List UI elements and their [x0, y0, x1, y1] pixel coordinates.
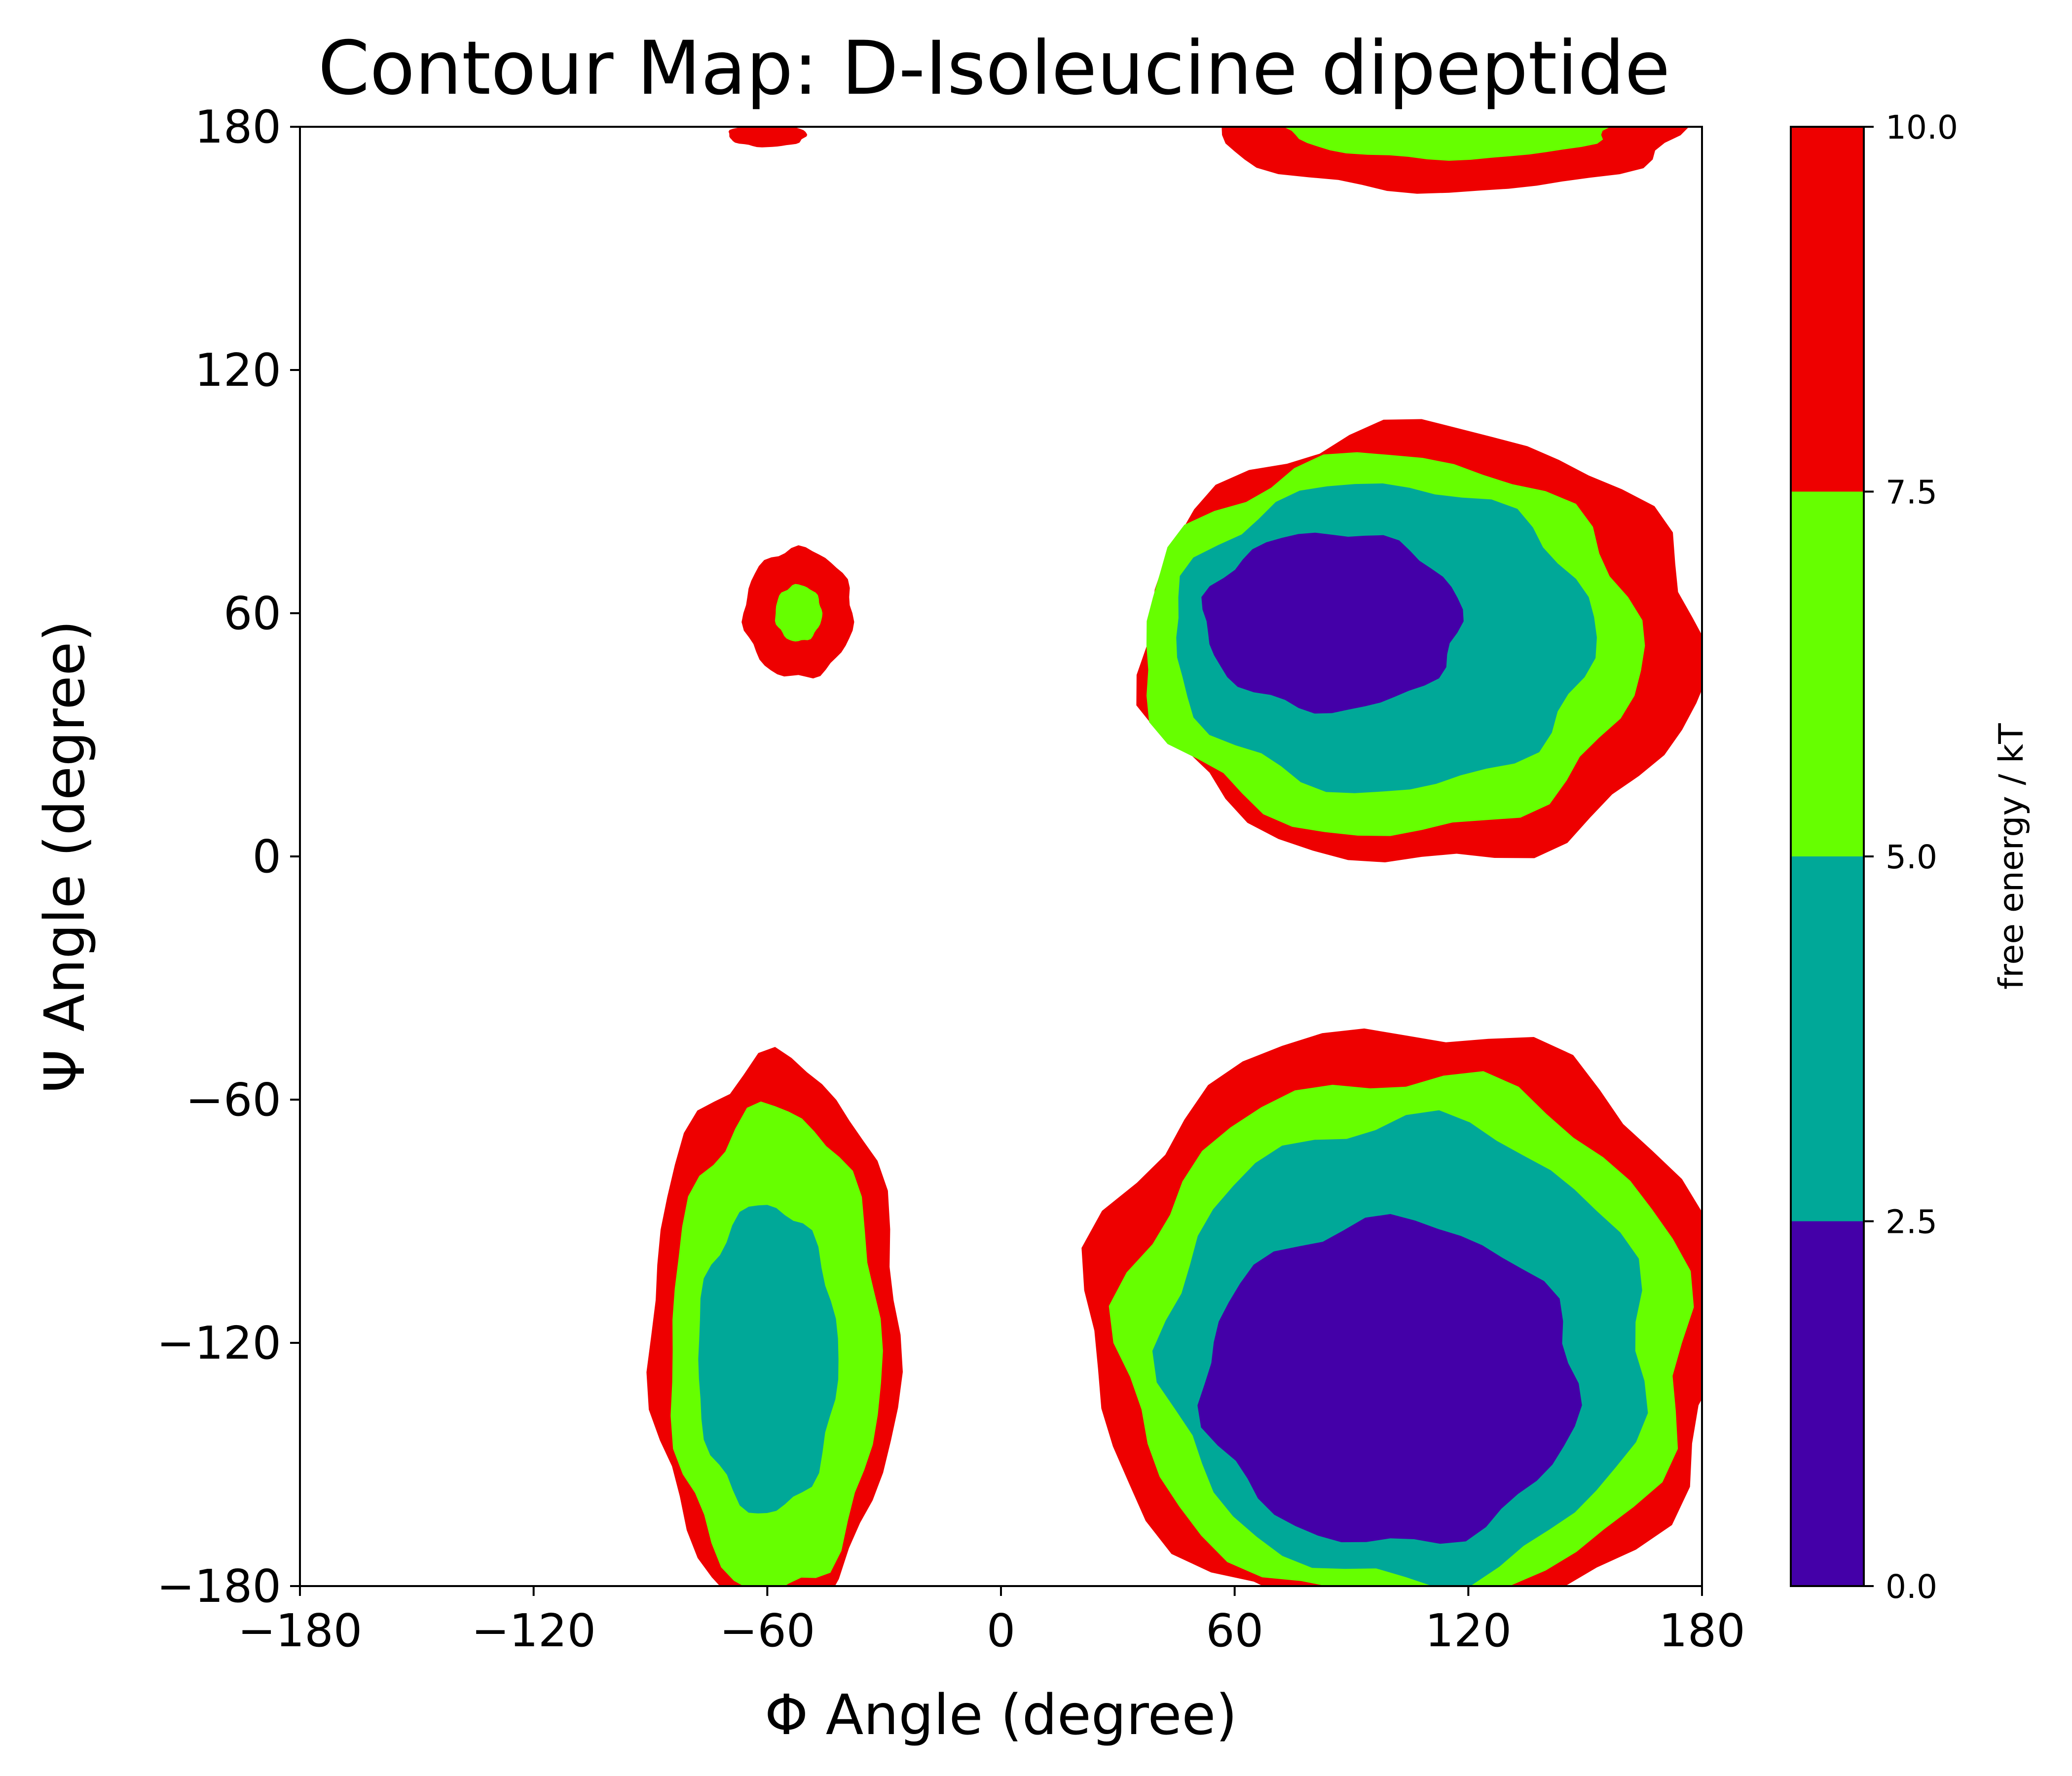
- specks-top-left: [728, 127, 808, 148]
- x-tick-label: −60: [719, 1604, 815, 1657]
- basin-upper-right-band-3: [1201, 532, 1464, 714]
- y-tick-label: −120: [156, 1317, 281, 1369]
- x-axis-label: Φ Angle (degree): [765, 1683, 1237, 1747]
- colorbar-segment: [1791, 491, 1864, 856]
- colorbar-segment: [1791, 127, 1864, 492]
- chart-title: Contour Map: D-Isoleucine dipeptide: [318, 26, 1670, 111]
- basin-upper-right: [1136, 419, 1702, 862]
- x-tick-label: 60: [1206, 1604, 1263, 1657]
- basin-top-right-band-1: [1283, 127, 1611, 161]
- colorbar-tick-label: 7.5: [1886, 474, 1937, 512]
- colorbar-segment: [1791, 856, 1864, 1221]
- basin-lower-middle-band-2: [698, 1205, 839, 1514]
- y-axis-label: Ψ Angle (degree): [33, 620, 97, 1093]
- colorbar-tick-label: 5.0: [1886, 838, 1937, 876]
- x-tick-label: 0: [987, 1604, 1016, 1657]
- x-tick-label: 120: [1425, 1604, 1512, 1657]
- y-tick-label: 60: [223, 587, 281, 640]
- colorbar-label: free energy / kT: [1992, 723, 2031, 990]
- colorbar: 0.0 2.5 5.0 7.5 10.0: [1790, 109, 1958, 1606]
- y-tick-label: 120: [194, 344, 281, 397]
- basin-top-right: [1221, 127, 1689, 194]
- colorbar-tick-label: 2.5: [1886, 1203, 1937, 1241]
- y-axis: −180 −120 −60 0 60 120 180: [156, 101, 300, 1613]
- contour-regions: [646, 127, 1702, 1586]
- y-tick-label: 0: [252, 830, 281, 883]
- x-tick-label: −120: [471, 1604, 596, 1657]
- y-tick-label: −180: [156, 1560, 281, 1613]
- y-tick-label: 180: [194, 101, 281, 153]
- basin-lower-right-band-3: [1197, 1214, 1582, 1544]
- colorbar-tick-label: 0.0: [1886, 1568, 1937, 1606]
- y-tick-label: −60: [185, 1073, 281, 1126]
- basin-lower-right: [1081, 1028, 1702, 1586]
- x-axis: −180 −120 −60 0 60 120 180: [238, 1586, 1745, 1657]
- x-tick-label: 180: [1659, 1604, 1745, 1657]
- basin-lower-middle: [646, 1047, 903, 1586]
- island-upper-left-band-1: [775, 584, 823, 642]
- island-upper-left: [741, 545, 854, 679]
- colorbar-segment: [1791, 1221, 1864, 1586]
- specks-top-left-band-0: [728, 127, 808, 148]
- colorbar-tick-label: 10.0: [1886, 109, 1958, 147]
- x-tick-label: −180: [238, 1604, 363, 1657]
